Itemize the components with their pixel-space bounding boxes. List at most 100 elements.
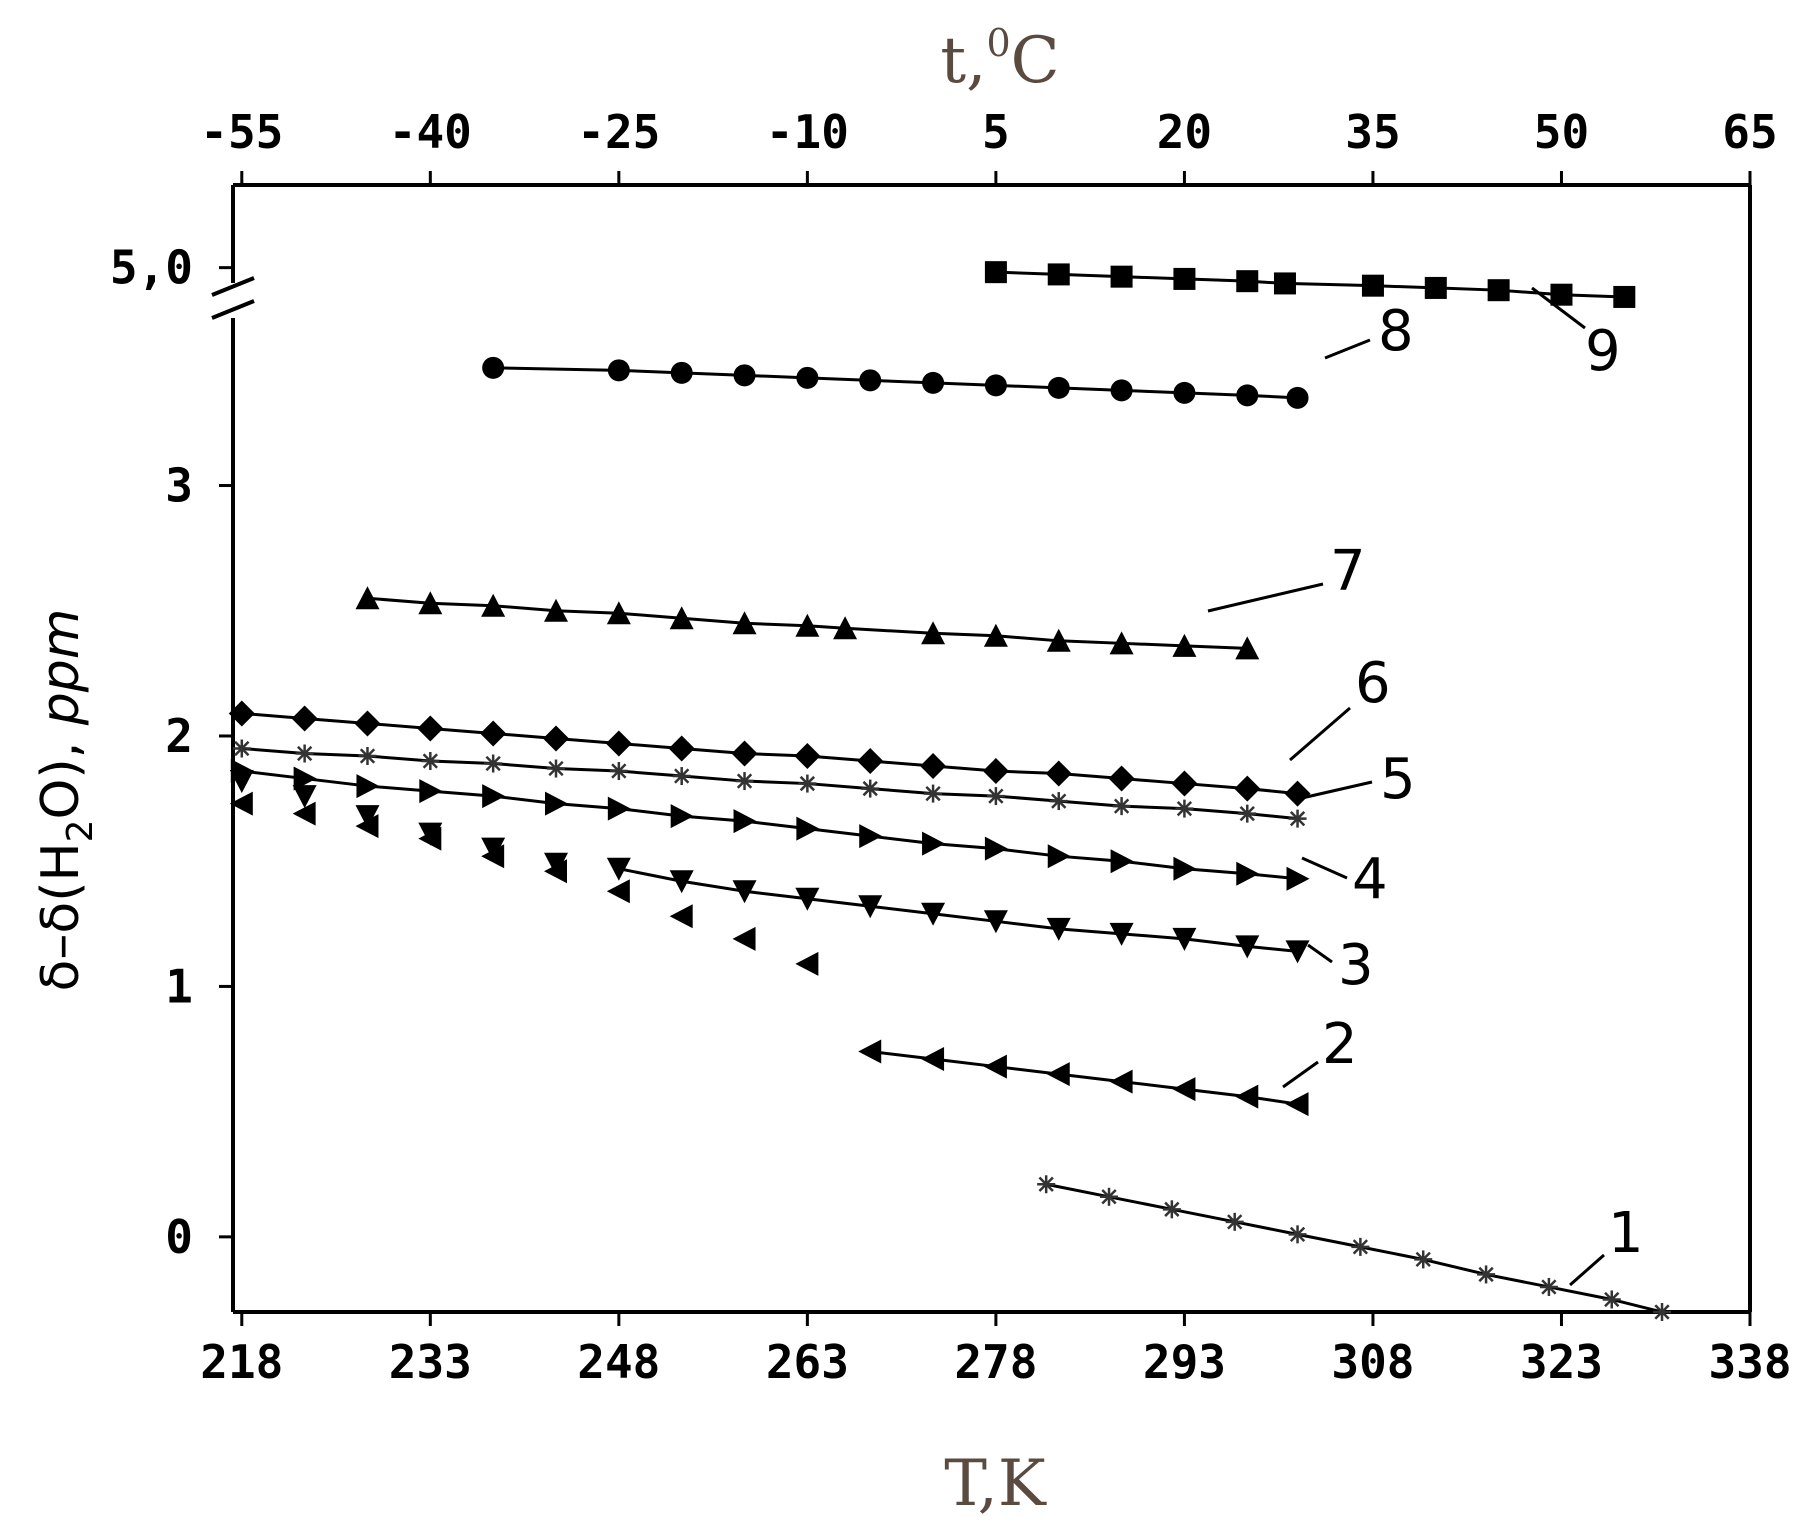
- data-point-triangle-left: [1046, 1062, 1070, 1087]
- data-point-triangle-right: [1110, 849, 1134, 874]
- star-stroke: [1289, 1226, 1306, 1242]
- data-point-star: [295, 744, 314, 763]
- data-point-star: [232, 739, 251, 758]
- data-point-triangle-up: [481, 593, 506, 617]
- data-point-star: [1175, 799, 1194, 818]
- data-point-triangle-down: [795, 887, 820, 911]
- data-point-triangle-down: [544, 852, 569, 876]
- curve-label-2: 2: [1322, 1012, 1358, 1077]
- data-point-diamond: [731, 740, 758, 767]
- data-point-triangle-up: [606, 601, 631, 625]
- data-point-triangle-left: [1285, 1092, 1309, 1117]
- data-point-star: [1602, 1290, 1621, 1309]
- data-point-circle: [1047, 376, 1070, 399]
- star-stroke: [1352, 1239, 1369, 1255]
- curve-label-9: 9: [1585, 319, 1621, 384]
- data-point-star: [1225, 1212, 1244, 1231]
- data-point-triangle-left: [795, 951, 819, 976]
- data-point-diamond: [920, 753, 947, 780]
- data-point-triangle-down: [418, 822, 443, 846]
- data-point-triangle-down: [481, 837, 506, 861]
- data-point-triangle-up: [669, 606, 694, 630]
- data-point-star: [484, 754, 503, 773]
- data-point-diamond: [417, 715, 444, 742]
- data-point-triangle-right: [984, 836, 1008, 861]
- data-point-star: [924, 784, 943, 803]
- data-point-star: [547, 759, 566, 778]
- data-point-triangle-down: [983, 910, 1008, 934]
- data-point-triangle-left: [921, 1047, 945, 1072]
- data-point-star: [1100, 1187, 1119, 1206]
- data-point-circle: [607, 359, 630, 382]
- data-point-diamond: [1045, 760, 1072, 787]
- data-point-triangle-down: [1235, 935, 1260, 959]
- x-tick-label-top: -25: [577, 105, 660, 159]
- data-point-square: [1361, 274, 1384, 297]
- star-stroke: [1239, 805, 1255, 822]
- x-tick-label-top: 20: [1157, 105, 1212, 159]
- star-stroke: [674, 768, 690, 784]
- data-point-triangle-left: [292, 801, 316, 826]
- star-stroke: [234, 740, 250, 757]
- data-point-triangle-down: [292, 785, 317, 809]
- x-tick-label-bottom: 233: [389, 1335, 472, 1389]
- data-point-triangle-right: [859, 824, 883, 849]
- data-point-circle: [1110, 379, 1133, 402]
- x-tick-label-top: -40: [389, 105, 472, 159]
- data-point-triangle-right: [356, 774, 380, 799]
- star-stroke: [485, 755, 501, 772]
- data-point-star: [1037, 1175, 1056, 1194]
- data-point-star: [421, 752, 440, 771]
- axes: 218-55233-40248-25263-102785293203083532…: [110, 105, 1792, 1389]
- data-point-star: [1414, 1250, 1433, 1269]
- data-point-star: [1351, 1237, 1370, 1256]
- data-point-circle: [796, 366, 819, 389]
- data-point-diamond: [794, 743, 821, 770]
- data-point-square: [984, 261, 1007, 284]
- curve-label-1: 1: [1608, 1201, 1644, 1266]
- star-stroke: [611, 763, 627, 779]
- data-point-star: [861, 779, 880, 798]
- star-stroke: [1038, 1176, 1054, 1192]
- data-point-diamond: [605, 730, 632, 757]
- data-point-diamond: [291, 705, 318, 732]
- curve-label-7: 7: [1330, 539, 1366, 604]
- x-tick-label-top: 50: [1534, 105, 1589, 159]
- curve-label-3: 3: [1338, 933, 1374, 998]
- star-stroke: [1289, 810, 1306, 827]
- data-point-star: [1477, 1265, 1496, 1284]
- x-tick-label-top: 65: [1722, 105, 1777, 159]
- data-point-triangle-right: [796, 816, 820, 841]
- data-point-triangle-left: [983, 1054, 1007, 1079]
- data-point-triangle-up: [355, 586, 380, 610]
- data-point-triangle-right: [482, 784, 506, 809]
- star-stroke: [862, 780, 878, 797]
- curve-labels: 1 2 3 4 5 6 7 8 9: [1207, 286, 1644, 1287]
- star-stroke: [1227, 1214, 1243, 1230]
- data-point-square: [1110, 265, 1133, 288]
- data-point-star: [1238, 804, 1257, 823]
- x-tick-label-bottom: 278: [954, 1335, 1037, 1389]
- data-point-triangle-right: [1047, 844, 1071, 869]
- series-lines: [241, 270, 1663, 1314]
- x-tick-label-top: -55: [200, 105, 283, 159]
- data-point-star: [798, 774, 817, 793]
- star-stroke: [359, 748, 376, 764]
- data-point-circle: [984, 374, 1007, 397]
- curve-label-leader: [1531, 286, 1586, 330]
- data-point-star: [609, 762, 628, 781]
- star-stroke: [1604, 1291, 1620, 1308]
- star-stroke: [799, 775, 816, 792]
- data-point-star: [358, 747, 377, 766]
- data-point-triangle-left: [732, 926, 756, 951]
- curve-label-leader: [1289, 706, 1351, 762]
- data-point-triangle-right: [230, 759, 254, 784]
- series-line-1: [1045, 1182, 1663, 1314]
- data-point-triangle-right: [545, 791, 569, 816]
- data-point-triangle-left: [1235, 1084, 1259, 1109]
- data-point-triangle-down: [858, 895, 883, 919]
- data-point-square: [1173, 267, 1196, 290]
- data-point-square: [1550, 283, 1573, 306]
- star-stroke: [1654, 1304, 1670, 1320]
